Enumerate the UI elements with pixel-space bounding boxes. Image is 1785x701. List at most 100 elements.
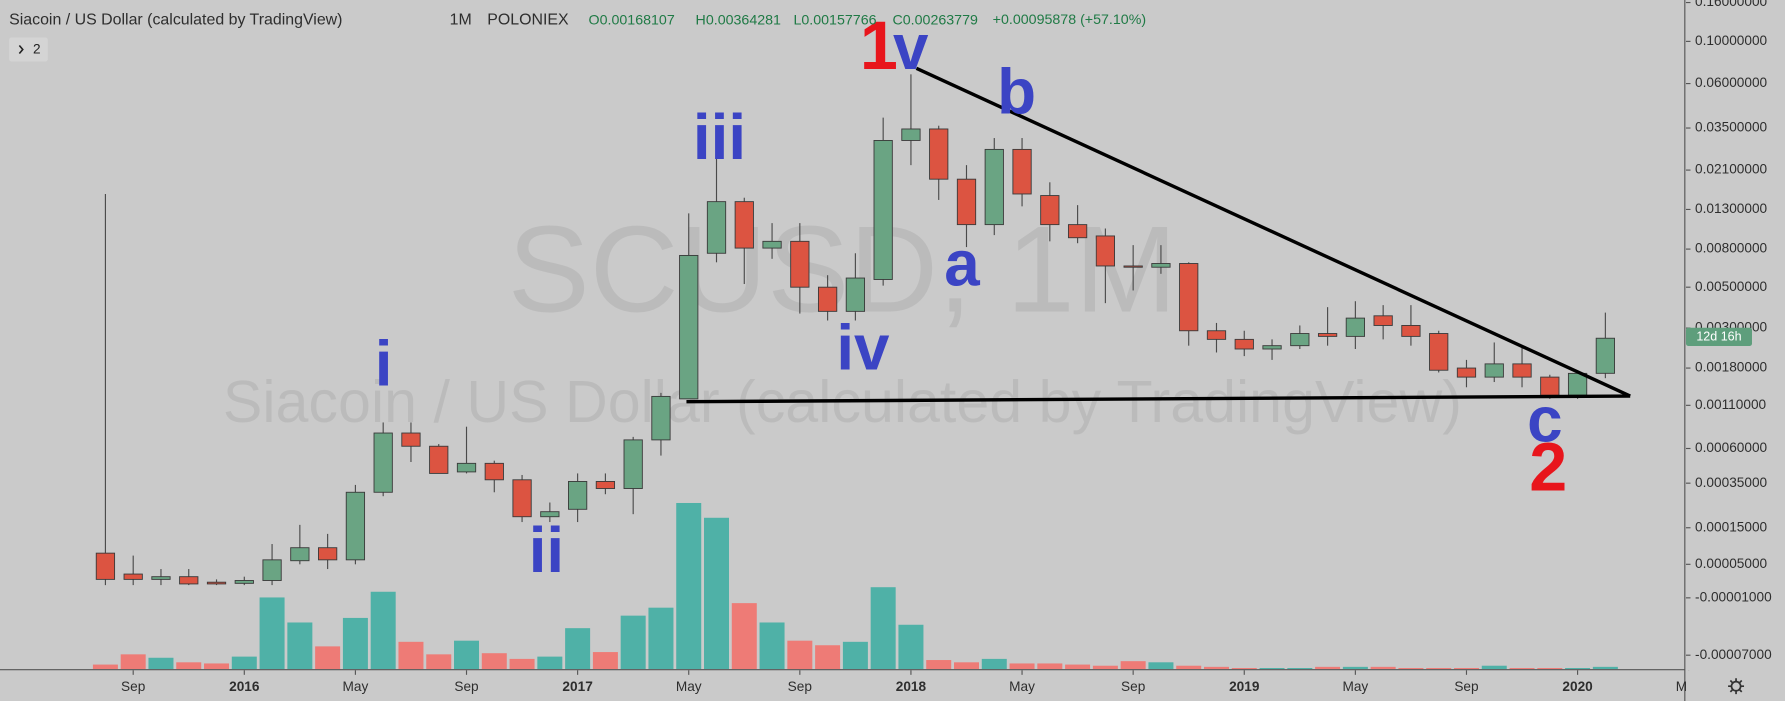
- volume-bar: [148, 657, 174, 670]
- y-tick-label: 0.00180000: [1695, 360, 1767, 375]
- candle-body: [1040, 195, 1060, 226]
- candle-body: [706, 201, 727, 254]
- volume-bar: [287, 622, 313, 670]
- x-tick-label: May: [1009, 679, 1035, 694]
- volume-bar: [898, 624, 924, 670]
- volume-bar: [1398, 667, 1424, 670]
- volume-bar: [1592, 666, 1618, 670]
- candle-body: [1345, 317, 1365, 337]
- volume-bar: [1481, 665, 1507, 670]
- volume-bar: [842, 641, 868, 670]
- y-tick-label: 0.00005000: [1695, 556, 1767, 571]
- countdown: 12d 16h: [1696, 330, 1741, 344]
- volume-bar: [92, 664, 118, 670]
- wave-label: b: [997, 56, 1036, 128]
- volume-bar: [731, 603, 757, 670]
- candle-body: [1151, 263, 1171, 268]
- candle-body: [456, 462, 477, 473]
- y-tick-label: 0.00500000: [1695, 279, 1767, 294]
- ohlc-item: L0.00157766: [793, 12, 876, 28]
- volume-bar: [1009, 663, 1035, 670]
- interval: 1M: [450, 12, 472, 29]
- y-tick-label: 0.16000000: [1695, 0, 1767, 9]
- exchange: POLONIEX: [487, 12, 569, 29]
- wave-label: a: [944, 227, 980, 299]
- y-tick-label: 0.00015000: [1695, 519, 1767, 534]
- watermark: SCUSD, 1M: [508, 201, 1177, 338]
- axes: 0.16000000 0.10000000 0.06000000 0.03500000…: [121, 0, 1785, 701]
- volume-bar: [426, 654, 452, 670]
- volume-bar: [787, 640, 813, 670]
- x-tick-label: 2020: [1562, 679, 1593, 694]
- candle-body: [1373, 315, 1393, 326]
- volume-bar: [1537, 667, 1563, 670]
- ohlc-value: 0.00168107: [600, 12, 675, 28]
- candle-body: [373, 432, 393, 493]
- y-tick-label: 0.00110000: [1695, 397, 1766, 412]
- y-tick-label: -0.00001000: [1695, 589, 1772, 604]
- volume-bar: [1287, 667, 1313, 670]
- x-tick-label: 2017: [562, 679, 592, 694]
- candle-body: [1512, 363, 1532, 378]
- volume-bar: [509, 658, 535, 670]
- candle-body: [651, 395, 671, 441]
- candle-body: [956, 178, 977, 226]
- countdown-box: [1685, 327, 1752, 346]
- x-tick-label: Sep: [454, 679, 479, 694]
- candle-body: [929, 128, 949, 180]
- candle-body: [1429, 333, 1449, 371]
- x-tick-label: May: [343, 679, 369, 694]
- x-tick-label: 2016: [229, 679, 260, 694]
- volume-bar: [231, 656, 257, 670]
- volume-bar: [704, 517, 730, 670]
- y-tick-label: 0.03500000: [1695, 120, 1767, 135]
- candle-body: [817, 286, 838, 312]
- x-tick-label: 2018: [896, 679, 927, 694]
- wave-label: i: [375, 328, 393, 400]
- candle-body: [512, 479, 532, 518]
- candle-body: [290, 547, 310, 562]
- volume-bar: [481, 653, 507, 670]
- candle-body: [95, 552, 116, 580]
- candle-body: [1067, 224, 1088, 239]
- volume-bar: [204, 663, 230, 670]
- candle-body: [318, 547, 338, 561]
- indicator-toggle[interactable]: [9, 37, 48, 62]
- volume-bar: [1370, 666, 1396, 670]
- x-tick-label: Sep: [1121, 679, 1146, 694]
- wave-label: 1: [860, 8, 898, 84]
- x-tick-label: Sep: [1454, 679, 1479, 694]
- volume-bar: [315, 646, 341, 670]
- price-axis: [1685, 0, 1785, 701]
- candle-body: [151, 576, 171, 580]
- candle-body: [401, 432, 421, 447]
- x-tick-label: 2019: [1229, 679, 1260, 694]
- x-tick-label: May: [676, 679, 702, 694]
- ohlc-label: O: [589, 12, 600, 28]
- candle-body: [1456, 367, 1477, 378]
- ohlc-label: L: [793, 12, 801, 28]
- candle-body: [595, 481, 616, 489]
- candle-body: [1234, 338, 1254, 350]
- candle-body: [1095, 235, 1116, 267]
- ohlc-item: O0.00168107: [589, 12, 675, 28]
- candle-body: [567, 481, 588, 510]
- ohlc-item: H0.00364281: [696, 12, 782, 28]
- candle-body: [873, 140, 893, 280]
- ohlc-label: C: [893, 12, 903, 28]
- candle-body: [540, 511, 560, 518]
- settings-icon[interactable]: [1728, 678, 1745, 695]
- header: Siacoin / US Dollar (calculated by Tradi…: [9, 12, 1146, 62]
- y-tick-label: 0.00800000: [1695, 241, 1767, 256]
- volume-bar: [1148, 662, 1174, 670]
- volume-bar: [1037, 663, 1063, 670]
- candle-body: [1012, 148, 1032, 195]
- ohlc-value: 0.00157766: [801, 12, 876, 28]
- candle-body: [1595, 337, 1615, 374]
- candle-body: [1123, 265, 1143, 268]
- volume-bar: [926, 660, 952, 670]
- x-tick-label: Sep: [788, 679, 813, 694]
- volume-bar: [1065, 664, 1091, 670]
- y-tick-label: 0.01300000: [1695, 201, 1767, 216]
